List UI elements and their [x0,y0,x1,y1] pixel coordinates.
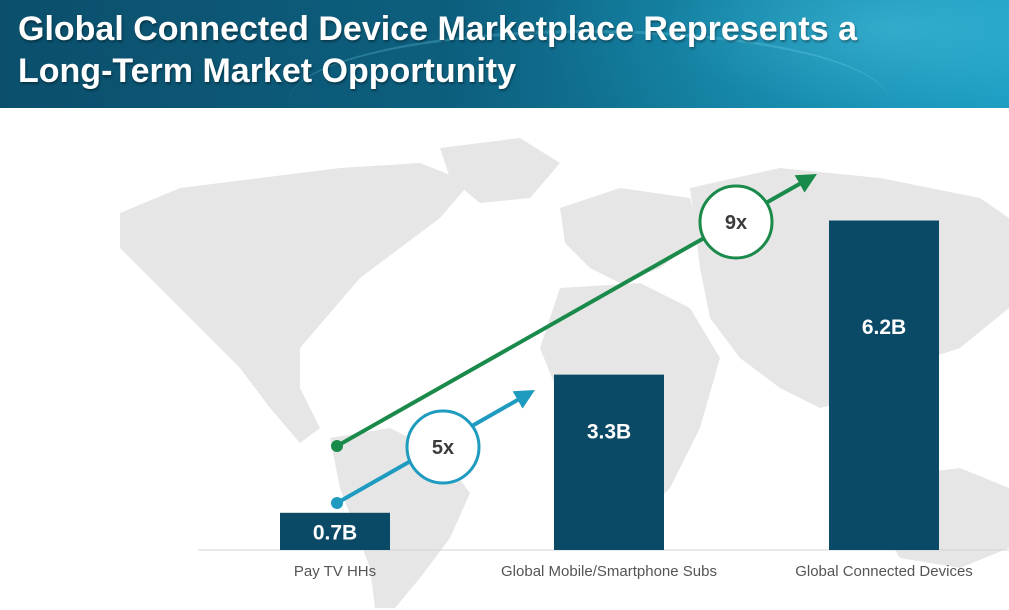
map-europe [560,188,700,283]
multiplier-label: 9x [725,212,747,234]
bar-chart: 9x 5x 0.7B Pay TV HHs 3.3B Global Mobile/Sma… [120,138,1009,608]
growth-arrow-5x: 5x [331,390,535,509]
bar-value-label: 3.3B [587,421,631,444]
header-swirl-line [289,30,889,108]
multiplier-badge [405,409,481,485]
bar-0 [280,512,390,550]
title-line-2: Long-Term Market Opportunity [18,52,517,90]
bar-value-label: 0.7B [313,521,357,544]
multiplier-badge [698,184,774,260]
category-label: Global Mobile/Smartphone Subs [501,563,717,580]
category-label: Pay TV HHs [294,563,376,580]
title-line-1: Global Connected Device Marketplace Repr… [18,10,857,48]
multiplier-label: 5x [432,437,454,459]
map-greenland [440,138,560,203]
category-label: Global Connected Devices [795,563,973,580]
map-north-america [120,163,470,443]
growth-arrow-9x: 9x [331,174,817,452]
bar-1 [554,374,664,550]
slide-header: Global Connected Device Marketplace Repr… [0,0,1009,108]
bar-value-label: 6.2B [862,316,906,339]
slide-title: Global Connected Device Marketplace Repr… [18,8,978,92]
bar-2 [829,220,939,550]
